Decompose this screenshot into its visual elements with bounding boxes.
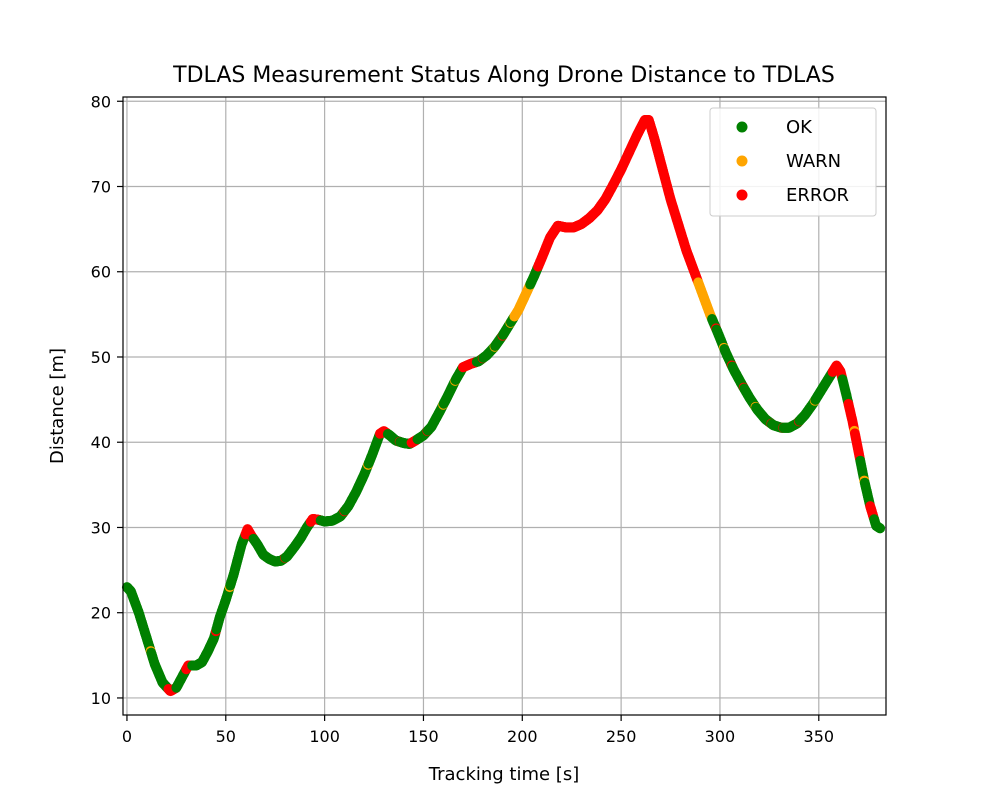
legend-label-error: ERROR bbox=[786, 185, 849, 206]
y-tick-label: 70 bbox=[91, 178, 111, 197]
legend-label-ok: OK bbox=[786, 117, 813, 138]
y-tick-label: 10 bbox=[91, 689, 111, 708]
x-axis-ticks: 0 50 100 150 200 250 300 350 bbox=[122, 715, 834, 746]
y-tick-label: 20 bbox=[91, 604, 111, 623]
legend-marker-error bbox=[736, 189, 748, 201]
y-tick-label: 40 bbox=[91, 433, 111, 452]
x-tick-label: 250 bbox=[606, 727, 637, 746]
data-point-ok bbox=[875, 523, 886, 534]
chart-title: TDLAS Measurement Status Along Drone Dis… bbox=[172, 63, 835, 88]
x-tick-label: 0 bbox=[122, 727, 132, 746]
legend: OK WARN ERROR bbox=[709, 107, 877, 217]
x-tick-label: 300 bbox=[705, 727, 736, 746]
x-tick-label: 200 bbox=[507, 727, 538, 746]
x-tick-label: 350 bbox=[804, 727, 835, 746]
plot-frame bbox=[122, 96, 887, 716]
x-axis-label: Tracking time [s] bbox=[428, 764, 579, 785]
y-tick-label: 60 bbox=[91, 263, 111, 282]
y-tick-label: 50 bbox=[91, 348, 111, 367]
legend-label-warn: WARN bbox=[786, 151, 841, 172]
legend-marker-ok bbox=[736, 121, 748, 133]
legend-box bbox=[709, 107, 877, 217]
x-tick-label: 50 bbox=[216, 727, 236, 746]
y-tick-label: 80 bbox=[91, 92, 111, 111]
y-axis-ticks: 10 20 30 40 50 60 70 80 bbox=[91, 92, 123, 708]
y-tick-label: 30 bbox=[91, 518, 111, 537]
y-axis-label: Distance [m] bbox=[47, 348, 68, 464]
legend-marker-warn bbox=[736, 155, 748, 167]
data-points bbox=[121, 115, 886, 697]
x-tick-label: 100 bbox=[309, 727, 340, 746]
x-tick-label: 150 bbox=[408, 727, 439, 746]
